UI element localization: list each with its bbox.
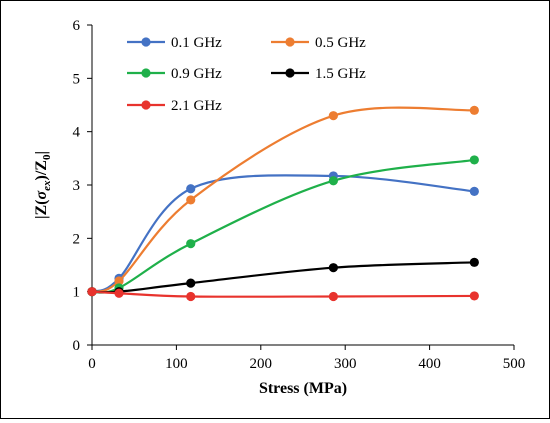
series-1-point bbox=[469, 186, 479, 196]
y-title-part-3: | bbox=[33, 151, 50, 155]
series-4-point bbox=[186, 278, 196, 288]
series-2-point bbox=[469, 105, 479, 115]
legend-swatch-marker bbox=[141, 37, 151, 47]
legend: 0.1 GHz 0.5 GHz 0.9 GHz 1.5 GHz 2.1 GHz bbox=[127, 35, 366, 114]
legend-label: 0.9 GHz bbox=[171, 66, 222, 82]
y-title-sigma: σ bbox=[33, 190, 50, 199]
series-line-1 bbox=[91, 174, 475, 293]
legend-swatch-marker bbox=[285, 37, 295, 47]
y-title-part-2: )/Z bbox=[33, 160, 50, 180]
series-layer bbox=[87, 105, 479, 302]
series-4-point bbox=[328, 263, 338, 273]
legend-label: 2.1 GHz bbox=[171, 98, 222, 114]
series-5-point bbox=[186, 291, 196, 302]
series-2-point bbox=[328, 111, 338, 121]
series-1-point bbox=[186, 184, 196, 194]
legend-swatch-marker bbox=[285, 68, 295, 78]
x-tick-label: 500 bbox=[503, 356, 526, 372]
legend-swatch-marker bbox=[141, 68, 151, 78]
series-5-point bbox=[87, 287, 97, 297]
y-title-subscript-0: 0 bbox=[41, 154, 53, 160]
series-line-5 bbox=[91, 290, 475, 298]
y-tick-label: 6 bbox=[73, 18, 81, 34]
x-tick-label: 100 bbox=[165, 356, 188, 372]
x-tick-label: 300 bbox=[334, 356, 357, 372]
y-tick-label: 3 bbox=[73, 178, 81, 194]
x-tick-label: 0 bbox=[88, 356, 96, 372]
series-2-point bbox=[114, 276, 124, 286]
y-tick-label: 2 bbox=[73, 231, 81, 247]
series-2-point bbox=[186, 195, 196, 205]
x-tick-label: 400 bbox=[418, 356, 441, 372]
series-3-point bbox=[186, 239, 196, 249]
series-5-point bbox=[469, 291, 479, 301]
series-4-point bbox=[469, 257, 479, 267]
x-axis-title: Stress (MPa) bbox=[259, 380, 347, 397]
legend-swatch-marker bbox=[141, 100, 151, 110]
series-3-point bbox=[328, 176, 338, 186]
series-5-point bbox=[114, 288, 124, 298]
legend-label: 0.1 GHz bbox=[171, 35, 222, 51]
y-tick-label: 5 bbox=[73, 71, 81, 87]
series-5-point bbox=[328, 291, 338, 302]
y-tick-label: 4 bbox=[73, 125, 81, 141]
legend-label: 1.5 GHz bbox=[315, 66, 366, 82]
y-tick-label: 0 bbox=[73, 338, 81, 354]
y-title-subscript-ex: ex bbox=[41, 180, 53, 191]
tick-labels: 0 100 200 300 400 500 0 1 2 3 4 5 6 bbox=[73, 18, 526, 372]
y-tick-label: 1 bbox=[73, 285, 81, 301]
y-axis-title: |Z(σex)/Z0| bbox=[33, 151, 53, 219]
y-title-part-1: |Z( bbox=[33, 199, 50, 219]
series-3-point bbox=[469, 155, 479, 165]
x-tick-label: 200 bbox=[250, 356, 273, 372]
series-line-4 bbox=[91, 261, 475, 294]
legend-label: 0.5 GHz bbox=[315, 35, 366, 51]
